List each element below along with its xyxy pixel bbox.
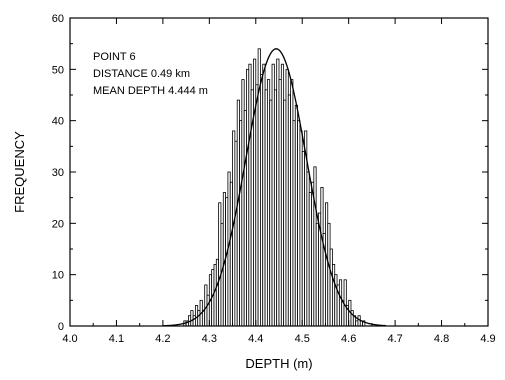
x-tick-label: 4.0 — [62, 333, 77, 345]
x-tick-label: 4.7 — [387, 333, 402, 345]
annotation-block: POINT 6 DISTANCE 0.49 km MEAN DEPTH 4.444 … — [93, 51, 208, 97]
y-tick-label: 10 — [52, 270, 64, 282]
x-tick-label: 4.3 — [202, 333, 217, 345]
x-tick-label: 4.1 — [109, 333, 124, 345]
y-axis-title: FREQUENCY — [12, 131, 27, 213]
y-tick-label: 50 — [52, 64, 64, 76]
annotation-line: DISTANCE 0.49 km — [93, 68, 190, 80]
x-tick-label: 4.2 — [155, 333, 170, 345]
x-tick-label: 4.5 — [295, 333, 310, 345]
y-tick-label: 30 — [52, 167, 64, 179]
y-tick-label: 20 — [52, 218, 64, 230]
annotation-line: POINT 6 — [93, 51, 136, 63]
x-tick-label: 4.9 — [480, 333, 495, 345]
x-tick-label: 4.8 — [434, 333, 449, 345]
axis-ticks: 4.0 4.1 4.2 4.3 4.4 4.5 4.6 4.7 4.8 4.9 0 10 20 30 40 5… — [52, 13, 496, 345]
y-tick-label: 40 — [52, 116, 64, 128]
x-axis-title: DEPTH (m) — [245, 356, 312, 371]
annotation-line: MEAN DEPTH 4.444 m — [93, 85, 208, 97]
x-tick-label: 4.4 — [248, 333, 263, 345]
y-tick-label: 0 — [58, 321, 64, 333]
x-tick-label: 4.6 — [341, 333, 356, 345]
gaussian-fit-curve — [162, 48, 386, 327]
y-tick-label: 60 — [52, 13, 64, 25]
histogram-bars — [183, 48, 366, 327]
